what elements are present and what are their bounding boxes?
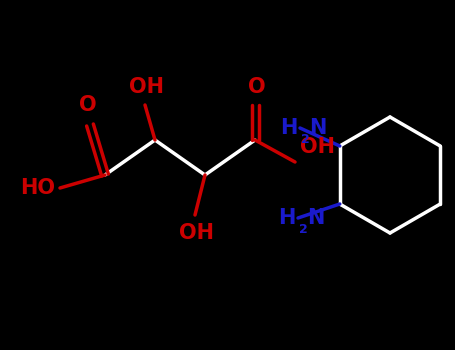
Text: O: O	[79, 95, 97, 115]
Text: 2: 2	[299, 223, 308, 236]
Text: 2: 2	[301, 133, 310, 146]
Text: N: N	[309, 118, 326, 138]
Text: O: O	[248, 77, 266, 97]
Text: H: H	[281, 118, 298, 138]
Text: OH: OH	[300, 137, 335, 157]
Text: OH: OH	[180, 223, 214, 243]
Text: N: N	[307, 208, 324, 228]
Text: HO: HO	[20, 178, 55, 198]
Text: H: H	[278, 208, 296, 228]
Text: OH: OH	[130, 77, 165, 97]
